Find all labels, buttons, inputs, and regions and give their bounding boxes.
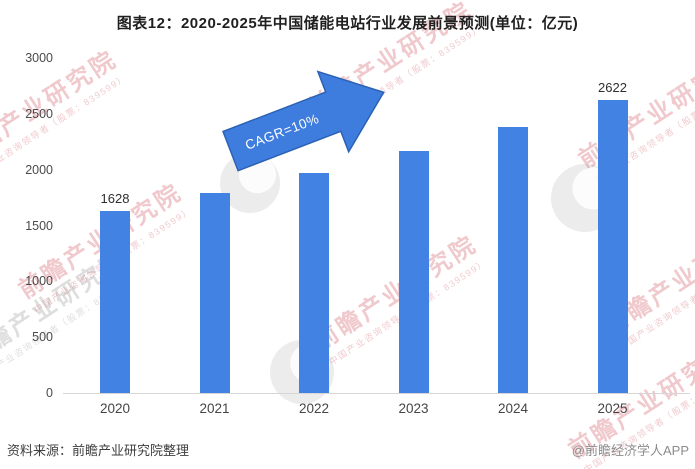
source-note: 资料来源：前瞻产业研究院整理 bbox=[7, 443, 190, 458]
credit-note: @前瞻经济学人APP bbox=[571, 443, 689, 458]
data-label-2020: 1628 bbox=[100, 191, 130, 207]
x-axis-label-2020: 2020 bbox=[99, 401, 131, 416]
bar-2023 bbox=[398, 151, 429, 393]
x-axis-label-2022: 2022 bbox=[298, 401, 330, 416]
bar-2020 bbox=[100, 211, 130, 393]
y-axis-tick-label: 2500 bbox=[25, 106, 53, 121]
data-label-2025: 2622 bbox=[598, 80, 627, 96]
x-axis-label-2024: 2024 bbox=[497, 401, 529, 416]
y-axis-tick-label: 0 bbox=[46, 386, 53, 400]
y-axis-tick-label: 1000 bbox=[25, 274, 53, 289]
y-axis-tick-label: 500 bbox=[32, 330, 53, 345]
x-axis-label-2023: 2023 bbox=[398, 401, 429, 416]
x-axis-label-2021: 2021 bbox=[199, 401, 230, 416]
cagr-arrow: CAGR=10% bbox=[221, 61, 397, 181]
bar-2024 bbox=[498, 126, 528, 393]
y-axis-tick-label: 3000 bbox=[25, 51, 53, 65]
chart-title: 图表12：2020-2025年中国储能电站行业发展前景预测(单位：亿元) bbox=[116, 15, 579, 32]
y-axis-tick-label: 2000 bbox=[25, 162, 53, 177]
plot-area: 0 500 1000 1500 2000 2500 3000 1628 2020 2021 2022… bbox=[25, 51, 690, 416]
bar-2022 bbox=[299, 173, 329, 393]
x-axis-label-2025: 2025 bbox=[597, 401, 628, 416]
y-axis-tick-label: 1500 bbox=[25, 218, 53, 233]
bar-2025 bbox=[597, 100, 628, 393]
bar-2021 bbox=[199, 193, 230, 393]
